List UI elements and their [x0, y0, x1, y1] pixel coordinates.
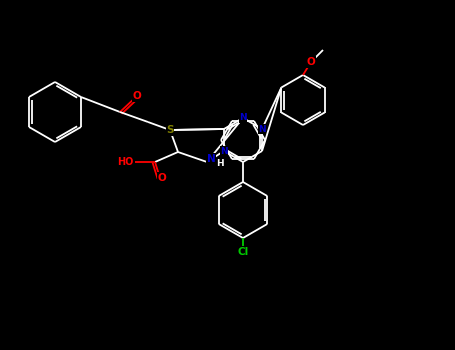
Text: O: O — [157, 173, 167, 183]
Text: HO: HO — [116, 157, 133, 167]
Text: N: N — [239, 113, 247, 122]
Text: N: N — [239, 113, 247, 122]
Text: S: S — [166, 125, 174, 135]
Text: O: O — [132, 91, 142, 101]
Text: Cl: Cl — [238, 247, 248, 257]
Text: O: O — [307, 57, 315, 67]
Text: N: N — [220, 147, 228, 155]
Text: H: H — [216, 160, 224, 168]
Text: N: N — [258, 125, 266, 133]
Text: N: N — [207, 154, 215, 164]
